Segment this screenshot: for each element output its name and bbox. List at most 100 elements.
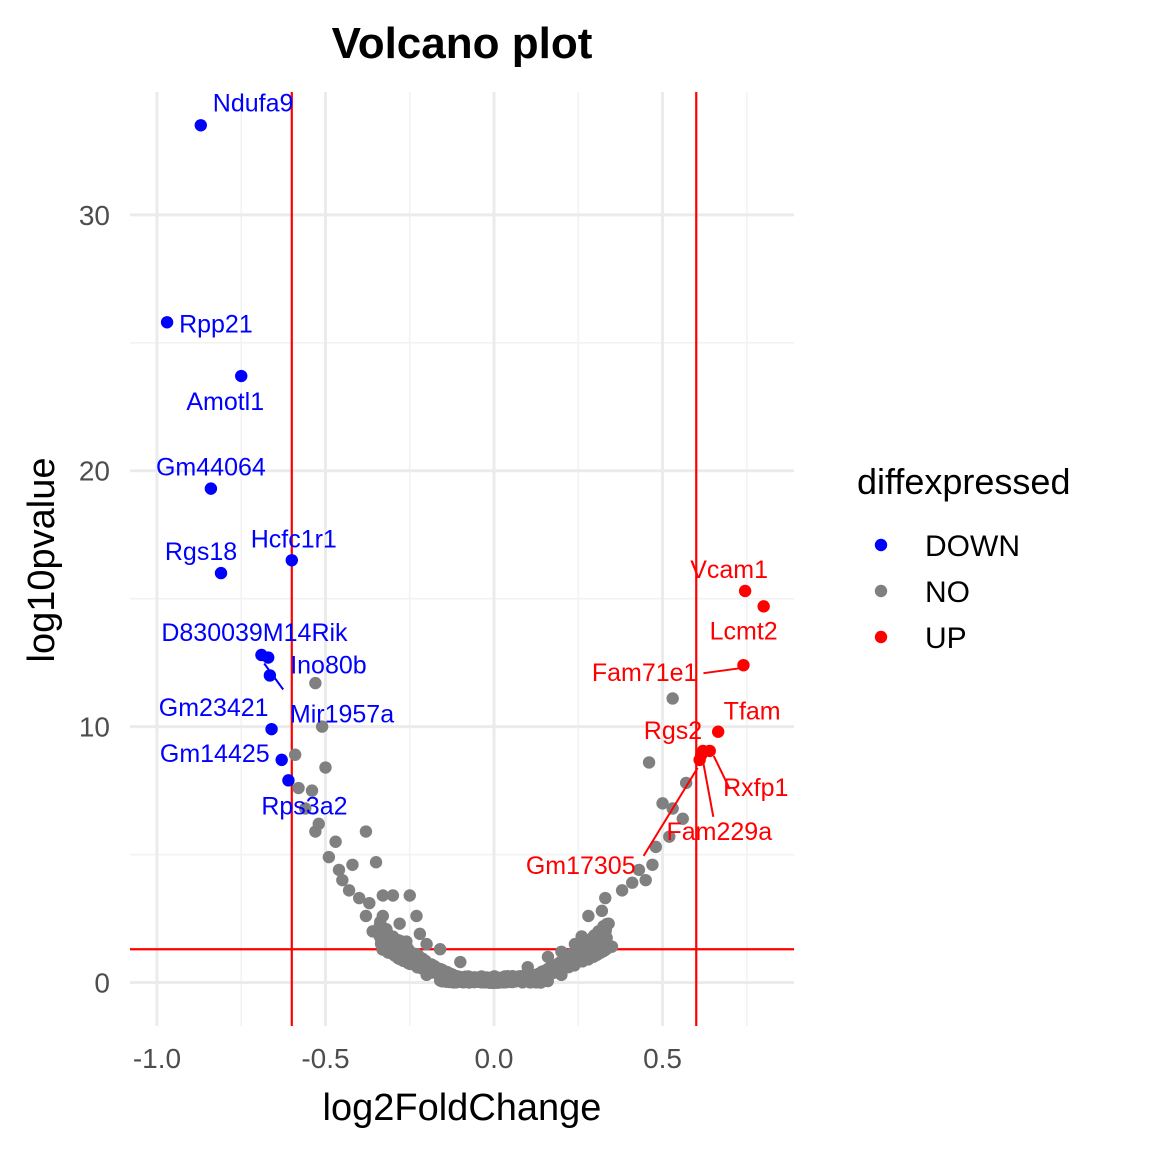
gene-label: Rps3a2 bbox=[261, 792, 347, 820]
y-axis-title: log10pvalue bbox=[21, 458, 63, 663]
point-down bbox=[235, 369, 248, 383]
point-no bbox=[346, 858, 359, 871]
point-no bbox=[632, 863, 646, 877]
point-no bbox=[379, 935, 393, 948]
label-connector bbox=[712, 755, 731, 790]
point-no bbox=[413, 927, 427, 941]
points-significant bbox=[160, 119, 770, 787]
point-no bbox=[568, 937, 582, 951]
legend: diffexpressed DOWN NO UP bbox=[857, 461, 1070, 655]
gene-label: Rxfp1 bbox=[723, 774, 788, 802]
point-no bbox=[663, 830, 676, 843]
label-connector bbox=[642, 767, 699, 857]
point-no bbox=[386, 889, 400, 902]
point-no bbox=[639, 873, 652, 887]
point-no bbox=[642, 756, 656, 769]
point-no bbox=[466, 974, 479, 987]
gene-label: Fam71e1 bbox=[592, 659, 698, 687]
point-no bbox=[309, 676, 322, 690]
point-no bbox=[521, 960, 534, 974]
point-no bbox=[400, 935, 413, 948]
point-down bbox=[275, 753, 288, 767]
point-no bbox=[454, 955, 467, 969]
point-up bbox=[738, 584, 752, 598]
point-no bbox=[433, 943, 447, 956]
point-no bbox=[541, 950, 555, 964]
point-down bbox=[285, 554, 298, 567]
point-no bbox=[615, 884, 629, 897]
point-down bbox=[214, 566, 228, 580]
point-no bbox=[376, 889, 389, 902]
x-tick-label: -0.5 bbox=[301, 1043, 349, 1074]
x-axis-ticks: -1.0 -0.5 0.0 0.5 bbox=[133, 1043, 682, 1074]
legend-key-no bbox=[874, 584, 888, 598]
point-up bbox=[737, 658, 750, 672]
point-no bbox=[352, 891, 366, 905]
point-no bbox=[420, 937, 433, 951]
label-connector bbox=[702, 762, 715, 817]
point-no bbox=[602, 917, 615, 930]
gene-label: Tfam bbox=[724, 698, 781, 726]
gene-labels: Ndufa9 Rpp21 Amotl1 Gm44064 Rgs18 Hcfc1r1 D830… bbox=[156, 89, 788, 880]
legend-label-no: NO bbox=[925, 576, 970, 609]
gene-label: Vcam1 bbox=[690, 556, 768, 584]
y-tick-label: 10 bbox=[79, 712, 110, 743]
point-no bbox=[449, 970, 463, 983]
point-no bbox=[555, 945, 568, 958]
point-no bbox=[393, 917, 406, 930]
gene-label: Ino80b bbox=[290, 652, 366, 680]
point-no bbox=[420, 968, 433, 982]
point-no bbox=[369, 856, 383, 869]
point-no bbox=[646, 858, 659, 871]
gene-label: Gm23421 bbox=[159, 694, 269, 722]
point-no bbox=[649, 840, 663, 854]
point-no bbox=[376, 909, 389, 923]
point-no bbox=[342, 884, 356, 897]
point-no bbox=[410, 909, 423, 923]
gene-label: Gm17305 bbox=[526, 852, 636, 880]
gene-label: Fam229a bbox=[666, 818, 772, 846]
point-down bbox=[160, 316, 174, 329]
chart-title: Volcano plot bbox=[332, 19, 593, 68]
point-no bbox=[563, 959, 577, 972]
gene-label: Lcmt2 bbox=[710, 617, 778, 645]
x-axis-title: log2FoldChange bbox=[323, 1087, 602, 1129]
x-tick-label: -1.0 bbox=[133, 1043, 181, 1074]
gene-label: Rgs2 bbox=[644, 717, 702, 745]
legend-key-up bbox=[874, 630, 888, 644]
point-no bbox=[626, 876, 639, 889]
point-no bbox=[288, 748, 302, 761]
point-down bbox=[282, 774, 295, 787]
grid-lines bbox=[130, 92, 794, 1026]
point-no bbox=[434, 973, 447, 986]
point-no bbox=[322, 850, 336, 864]
gene-label: Gm14425 bbox=[160, 740, 270, 768]
gene-label: Ndufa9 bbox=[213, 89, 294, 117]
point-down bbox=[204, 482, 218, 495]
point-no bbox=[406, 956, 419, 969]
point-no bbox=[599, 891, 612, 905]
point-up bbox=[757, 600, 770, 613]
point-no bbox=[292, 781, 305, 795]
point-no bbox=[656, 797, 669, 810]
point-no bbox=[537, 971, 550, 985]
point-no bbox=[363, 896, 376, 910]
legend-label-down: DOWN bbox=[925, 530, 1020, 563]
point-no bbox=[592, 925, 605, 938]
point-no bbox=[299, 802, 312, 815]
point-no bbox=[390, 943, 403, 956]
point-no bbox=[555, 968, 568, 982]
point-up bbox=[711, 725, 725, 738]
legend-key-down bbox=[874, 538, 888, 552]
y-tick-label: 0 bbox=[94, 967, 110, 998]
point-no bbox=[309, 825, 322, 838]
gene-label: Gm44064 bbox=[156, 454, 266, 482]
gene-label: Mir1957a bbox=[290, 700, 394, 728]
point-no bbox=[582, 909, 595, 923]
y-axis-ticks: 0 10 20 30 bbox=[79, 200, 110, 999]
legend-label-up: UP bbox=[925, 622, 967, 655]
point-no bbox=[484, 973, 498, 986]
point-down bbox=[263, 669, 277, 682]
x-tick-label: 0.0 bbox=[475, 1043, 514, 1074]
point-no bbox=[366, 925, 379, 938]
